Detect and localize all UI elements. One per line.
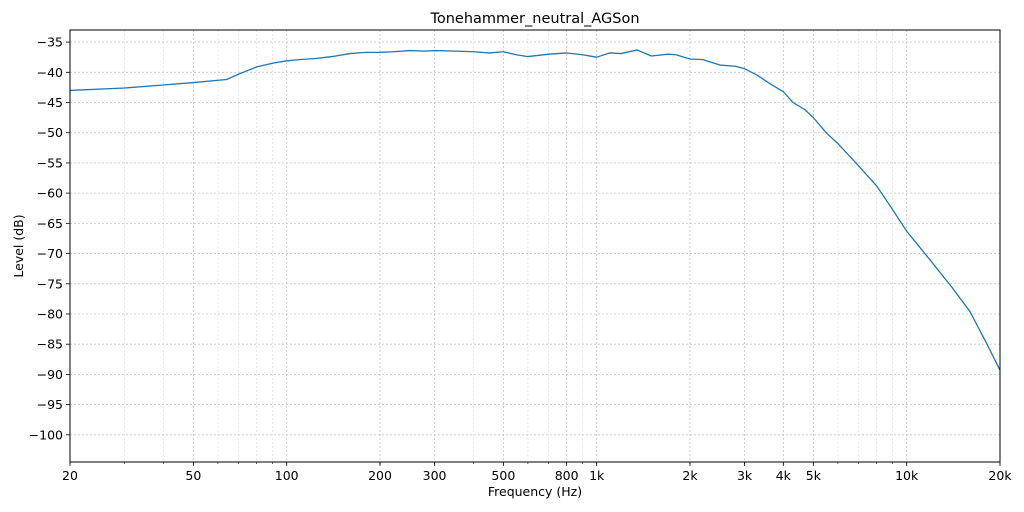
x-tick-label: 100 <box>275 468 299 483</box>
y-tick-label: −80 <box>37 306 63 321</box>
x-tick-label: 5k <box>806 468 822 483</box>
series-layer <box>69 49 1001 371</box>
x-tick-label: 10k <box>895 468 919 483</box>
chart-title: Tonehammer_neutral_AGSon <box>429 11 639 27</box>
y-axis-title: Level (dB) <box>11 214 26 277</box>
y-tick-label: −85 <box>37 337 63 352</box>
y-tick-label: −90 <box>37 367 63 382</box>
x-tick-label: 500 <box>491 468 515 483</box>
x-tick-label: 4k <box>776 468 792 483</box>
x-tick-label: 20k <box>988 468 1012 483</box>
y-tick-label: −50 <box>37 125 63 140</box>
y-tick-label: −55 <box>37 155 63 170</box>
series-line <box>69 49 1001 371</box>
x-tick-label: 50 <box>185 468 201 483</box>
grid-lines <box>69 30 1001 462</box>
x-tick-label: 20 <box>62 468 78 483</box>
x-tick-label: 300 <box>423 468 447 483</box>
y-tick-label: −70 <box>37 246 63 261</box>
x-tick-label: 800 <box>555 468 579 483</box>
x-tick-label: 200 <box>368 468 392 483</box>
y-tick-label: −75 <box>37 276 63 291</box>
x-axis-title: Frequency (Hz) <box>488 484 582 499</box>
axis-ticks: 20 50 100 200 300 500 800 1k 2k 3k 4k 5k 10k 20k −35 −4… <box>29 35 1013 483</box>
x-tick-label: 3k <box>737 468 753 483</box>
y-tick-label: −35 <box>37 35 63 50</box>
x-tick-label: 2k <box>682 468 698 483</box>
y-tick-label: −45 <box>37 95 63 110</box>
plot-frame <box>69 29 1001 463</box>
y-tick-label: −65 <box>37 216 63 231</box>
y-tick-label: −95 <box>37 397 63 412</box>
y-tick-label: −40 <box>37 65 63 80</box>
y-tick-label: −60 <box>37 186 63 201</box>
y-tick-label: −100 <box>29 427 63 442</box>
x-tick-label: 1k <box>589 468 605 483</box>
